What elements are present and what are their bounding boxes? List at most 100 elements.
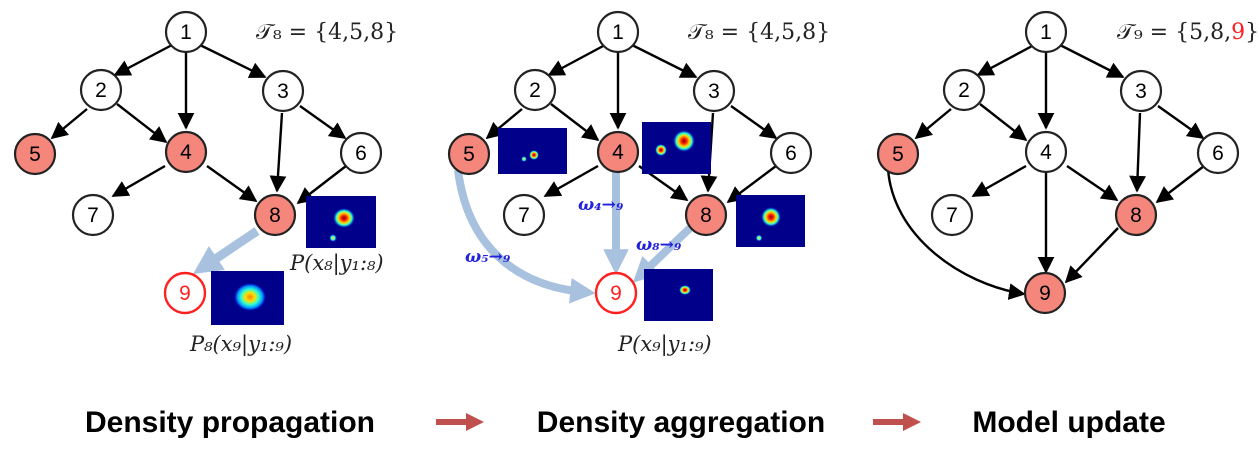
svg-text:8: 8 xyxy=(700,204,712,227)
node-7: 7 xyxy=(71,193,115,237)
tracked-set-label: 𝒯₈ = {4,5,8} xyxy=(256,20,398,45)
edge-4-7 xyxy=(111,164,166,198)
weight-5-to-9: ω₅→₉ xyxy=(465,247,511,267)
svg-text:6: 6 xyxy=(785,142,797,165)
node-1: 1 xyxy=(596,10,640,54)
graph-edges xyxy=(485,43,778,204)
caption-model-update: Model update xyxy=(972,406,1165,439)
weight-4-to-9: ω₄→₉ xyxy=(578,195,624,215)
edge-4-8 xyxy=(206,165,258,202)
node-4: 4 xyxy=(596,130,640,174)
node-5: 5 xyxy=(876,132,920,176)
edge-3-6 xyxy=(730,105,778,139)
heatmap-node-5 xyxy=(498,128,567,174)
graph-edges xyxy=(886,43,1205,300)
svg-text:4: 4 xyxy=(180,141,192,164)
node-2: 2 xyxy=(513,68,557,112)
step-arrow-2 xyxy=(873,413,921,431)
edge-2-5 xyxy=(50,108,88,140)
node-5: 5 xyxy=(13,132,57,176)
node-6: 6 xyxy=(339,131,383,175)
svg-text:9: 9 xyxy=(610,282,622,305)
node-9: 9 xyxy=(1023,271,1067,315)
edge-4-7 xyxy=(971,164,1027,198)
svg-text:6: 6 xyxy=(1212,142,1224,165)
edge-6-8 xyxy=(1155,165,1205,204)
svg-text:1: 1 xyxy=(180,21,192,44)
node-1: 1 xyxy=(1024,10,1068,54)
tracked-set-label: 𝒯₈ = {4,5,8} xyxy=(688,20,830,45)
edge-1-3 xyxy=(1059,43,1125,79)
panel-density-aggregation: 1 2 3 4 5 6 7 8 9 𝒯₈ = xyxy=(447,10,830,357)
svg-text:9: 9 xyxy=(179,282,191,305)
node-4: 4 xyxy=(164,130,208,174)
heatmap-x9-predicted xyxy=(211,271,284,325)
density-label-x8: P(x₈|y₁:₈) xyxy=(289,251,384,276)
edge-1-3 xyxy=(199,43,267,79)
node-1: 1 xyxy=(164,10,208,54)
svg-text:8: 8 xyxy=(1130,204,1142,227)
edge-1-3 xyxy=(631,43,698,79)
edge-2-4 xyxy=(550,103,600,142)
weight-8-to-9: ω₈→₉ xyxy=(636,235,682,255)
node-8: 8 xyxy=(1114,193,1158,237)
svg-text:3: 3 xyxy=(277,80,289,103)
edge-5-9 xyxy=(886,167,1026,300)
svg-text:5: 5 xyxy=(892,143,904,166)
svg-text:2: 2 xyxy=(529,79,541,102)
svg-text:4: 4 xyxy=(1040,141,1052,164)
heatmap-node-4 xyxy=(642,122,711,174)
caption-density-propagation: Density propagation xyxy=(85,406,375,439)
svg-text:9: 9 xyxy=(1039,282,1051,305)
node-5: 5 xyxy=(447,132,491,176)
set-label-new-member: 9 xyxy=(1231,20,1245,45)
node-9-new: 9 xyxy=(594,271,638,315)
svg-text:3: 3 xyxy=(708,80,720,103)
edge-1-2 xyxy=(976,43,1035,77)
node-3: 3 xyxy=(1119,69,1163,113)
density-label-x9-predicted: P₈(x₉|y₁:₉) xyxy=(189,332,292,357)
svg-text:7: 7 xyxy=(518,204,530,227)
step-captions: Density propagation Density aggregation … xyxy=(85,406,1166,439)
edge-1-2 xyxy=(547,43,606,77)
svg-text:7: 7 xyxy=(87,204,99,227)
aggregation-flow-arrows xyxy=(454,169,693,304)
edge-2-4 xyxy=(116,103,168,144)
svg-text:8: 8 xyxy=(269,204,281,227)
caption-density-aggregation: Density aggregation xyxy=(537,406,825,439)
node-4: 4 xyxy=(1024,130,1068,174)
edge-4-8 xyxy=(1066,165,1119,201)
svg-text:6: 6 xyxy=(355,142,367,165)
graph-edges xyxy=(50,43,347,205)
svg-text:1: 1 xyxy=(1040,21,1052,44)
tracked-set-label: 𝒯₉ = {5,8,9} xyxy=(1117,20,1259,45)
edge-3-6 xyxy=(1157,105,1205,139)
node-8: 8 xyxy=(684,193,728,237)
svg-text:2: 2 xyxy=(958,79,970,102)
edge-2-5 xyxy=(914,108,952,140)
edge-3-6 xyxy=(299,105,347,139)
node-8: 8 xyxy=(253,193,297,237)
edge-8-9 xyxy=(1064,227,1119,284)
node-6: 6 xyxy=(769,131,813,175)
node-9-new: 9 xyxy=(163,271,207,315)
svg-text:5: 5 xyxy=(29,143,41,166)
svg-text:7: 7 xyxy=(946,204,958,227)
edge-3-8 xyxy=(269,112,287,193)
svg-text:5: 5 xyxy=(463,143,475,166)
node-6: 6 xyxy=(1196,131,1240,175)
node-7: 7 xyxy=(930,193,974,237)
node-7: 7 xyxy=(502,193,546,237)
propagation-flow-arrow xyxy=(193,227,260,275)
edge-2-4 xyxy=(979,103,1028,142)
node-2: 2 xyxy=(79,68,123,112)
graph-nodes: 1 2 3 4 5 6 7 8 9 xyxy=(447,10,813,315)
heatmap-x8 xyxy=(306,196,376,248)
flow-arrow-8-to-9 xyxy=(632,225,693,283)
edge-1-2 xyxy=(113,43,173,77)
edge-4-7 xyxy=(543,164,599,198)
flow-arrow-5-to-9 xyxy=(454,169,596,304)
edge-2-5 xyxy=(485,108,523,140)
graph-nodes: 1 2 3 4 5 6 7 8 9 xyxy=(876,10,1240,315)
